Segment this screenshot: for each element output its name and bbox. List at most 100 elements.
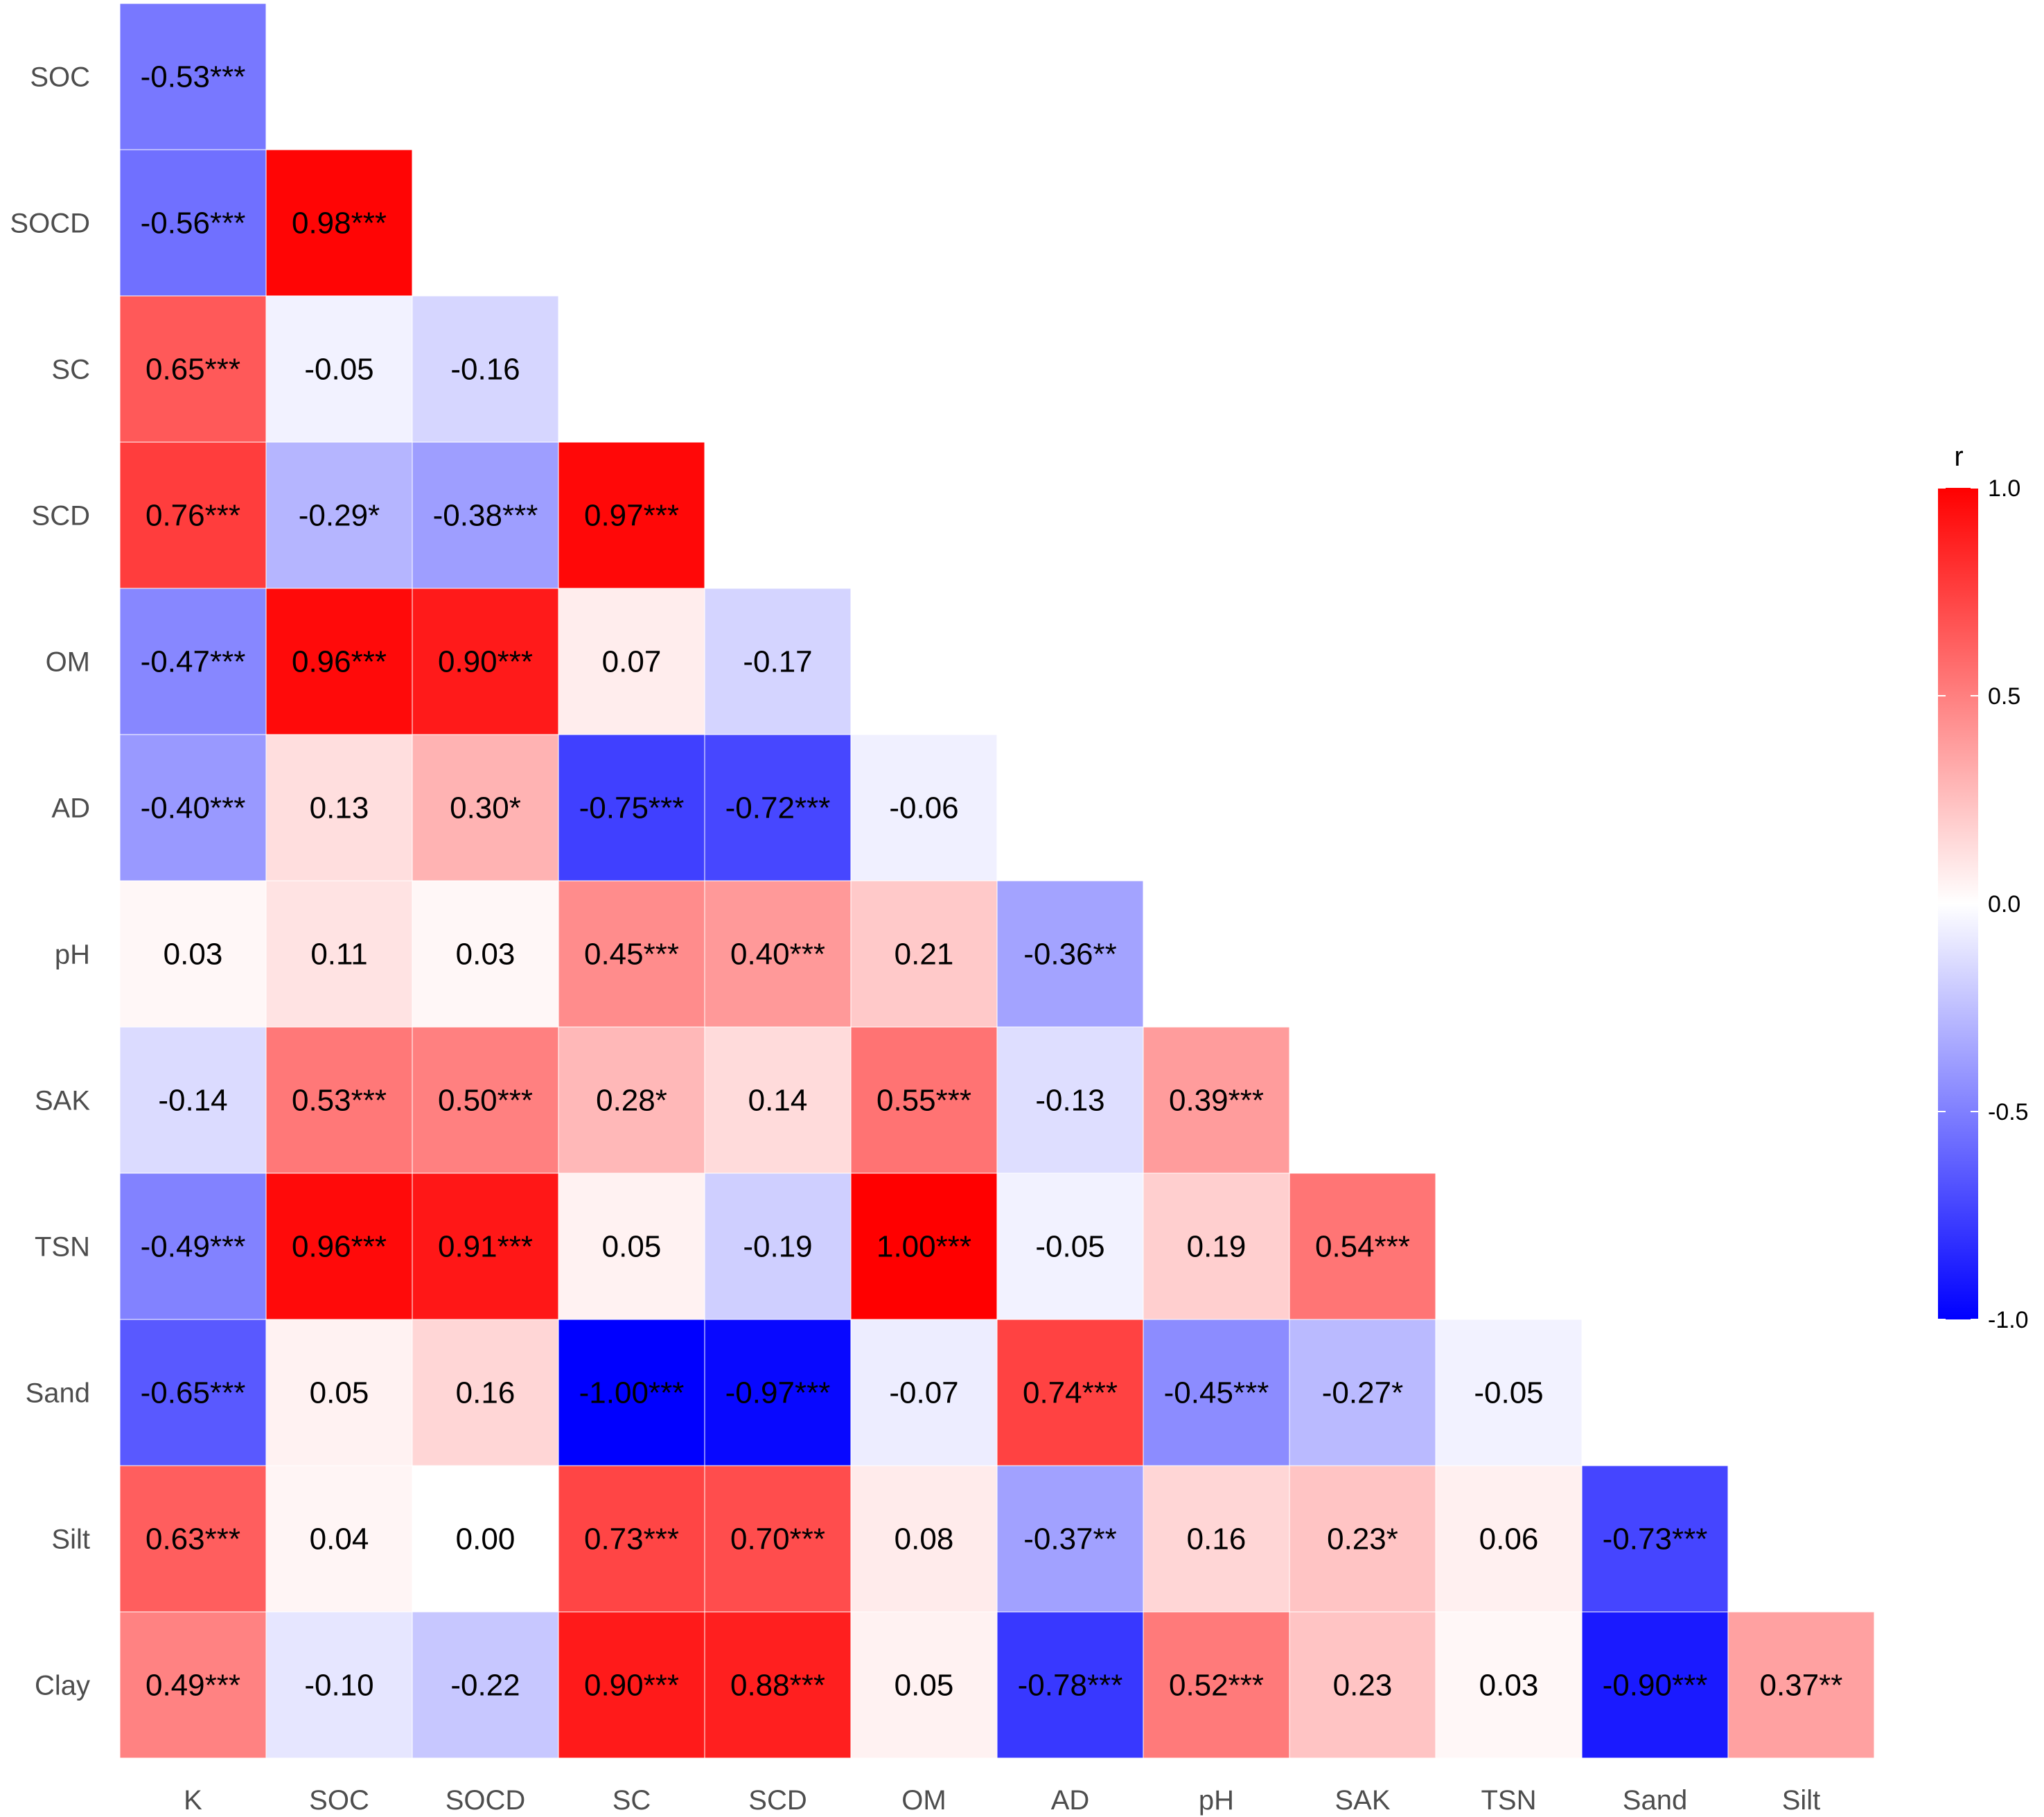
cell-value-label: -0.10	[304, 1669, 373, 1703]
heatmap-cell	[412, 1611, 559, 1759]
cell-value-label: -0.05	[304, 353, 373, 387]
heatmap-cell	[119, 149, 267, 297]
heatmap-cell	[119, 880, 267, 1028]
cell-value-label: 0.96***	[292, 1230, 387, 1264]
x-tick-label: pH	[1199, 1785, 1234, 1816]
cell-value-label: 0.74***	[1023, 1376, 1118, 1410]
heatmap-cell	[412, 295, 559, 443]
legend-tick-label: 1.0	[1988, 475, 2020, 502]
cell-value-label: 0.45***	[584, 938, 679, 972]
cell-value-label: -0.56***	[141, 207, 246, 240]
heatmap-cell	[704, 734, 852, 881]
cell-value-label: 0.03	[1479, 1669, 1539, 1703]
heatmap-cell	[1289, 1173, 1436, 1320]
heatmap-cell	[850, 1319, 998, 1466]
cell-value-label: 0.76***	[146, 499, 240, 533]
heatmap-cell	[265, 1173, 413, 1320]
heatmap-cell	[1581, 1465, 1729, 1613]
cell-value-label: 0.05	[895, 1669, 954, 1703]
heatmap-cell	[1143, 1026, 1290, 1174]
cell-value-label: 0.88***	[730, 1669, 825, 1703]
cell-value-label: 0.90***	[584, 1669, 679, 1703]
heatmap-cell	[1143, 1319, 1290, 1466]
heatmap-cell	[119, 3, 267, 150]
cell-value-label: -0.22	[450, 1669, 520, 1703]
heatmap-cell	[1289, 1319, 1436, 1466]
cell-value-label: 0.97***	[584, 499, 679, 533]
cell-value-label: 0.11	[310, 938, 367, 972]
cell-value-label: 0.30*	[450, 791, 521, 825]
cell-value-label: -0.06	[889, 791, 958, 825]
y-tick-label: Clay	[35, 1671, 90, 1701]
heatmap-cell	[1581, 1611, 1729, 1759]
cell-value-label: -0.13	[1035, 1084, 1104, 1118]
cell-value-label: -0.14	[158, 1084, 227, 1118]
heatmap-cell	[704, 1611, 852, 1759]
y-tick-label: pH	[55, 940, 90, 970]
cell-value-label: 0.04	[310, 1522, 369, 1556]
cell-value-label: -0.05	[1474, 1376, 1543, 1410]
heatmap-cell	[265, 441, 413, 589]
cell-value-label: -0.38***	[433, 499, 538, 533]
x-tick-label: SOCD	[446, 1785, 526, 1816]
cell-value-label: -0.07	[889, 1376, 958, 1410]
y-tick-label: TSN	[35, 1232, 90, 1263]
heatmap-cell	[265, 1611, 413, 1759]
cell-value-label: 0.63***	[146, 1522, 240, 1556]
heatmap-cell	[265, 734, 413, 881]
legend-tick-label: 0.0	[1988, 891, 2020, 918]
cell-value-label: -0.65***	[141, 1376, 246, 1410]
cell-value-label: 0.65***	[146, 353, 240, 387]
y-tick-label: SAK	[35, 1086, 90, 1116]
cell-value-label: 0.07	[602, 645, 662, 679]
heatmap-cell	[558, 1319, 705, 1466]
cell-value-label: -0.19	[743, 1230, 812, 1264]
y-tick-label: SC	[51, 355, 90, 385]
cell-value-label: 0.39***	[1169, 1084, 1264, 1118]
y-axis-labels: SOC SOCD SC SCD OM AD pH SAK TSN Sand Silt Clay	[10, 62, 90, 1701]
cell-value-label: -0.36**	[1023, 938, 1117, 972]
cell-value-label: 0.19	[1187, 1230, 1246, 1264]
heatmap-cell	[558, 734, 705, 881]
heatmap-cell	[1727, 1611, 1875, 1759]
heatmap-cell	[412, 1026, 559, 1174]
heatmap-cell	[1289, 1611, 1436, 1759]
cell-value-label: 1.00***	[876, 1230, 971, 1264]
heatmap-cell	[119, 1319, 267, 1466]
x-tick-label: SCD	[748, 1785, 807, 1816]
legend-tick-label: -0.5	[1988, 1099, 2029, 1125]
heatmap-cell	[119, 1611, 267, 1759]
y-tick-label: OM	[46, 647, 90, 678]
cell-value-label: 0.23	[1333, 1669, 1393, 1703]
cell-value-label: -0.27*	[1322, 1376, 1403, 1410]
y-tick-label: Silt	[51, 1525, 90, 1555]
cell-value-label: 0.23*	[1327, 1522, 1398, 1556]
heatmap-cell	[119, 1465, 267, 1613]
heatmap-cell	[558, 1465, 705, 1613]
y-tick-label: AD	[51, 793, 90, 824]
heatmap-cell	[265, 295, 413, 443]
heatmap-cell	[412, 734, 559, 881]
heatmap-cell	[850, 734, 998, 881]
cell-value-label: 0.03	[456, 938, 516, 972]
heatmap-cell	[558, 588, 705, 735]
cell-value-label: -0.53***	[141, 60, 246, 94]
heatmap-cell	[265, 1319, 413, 1466]
cell-value-label: 0.21	[895, 938, 954, 972]
cell-value-label: 0.55***	[876, 1084, 971, 1118]
cell-value-label: 0.98***	[292, 207, 387, 240]
cell-value-label: -1.00***	[579, 1376, 685, 1410]
cell-value-label: 0.13	[310, 791, 369, 825]
x-tick-label: AD	[1051, 1785, 1090, 1816]
heatmap-cell	[119, 734, 267, 881]
heatmap-cell	[265, 149, 413, 297]
heatmap-cell	[119, 1173, 267, 1320]
legend-tick-label: 0.5	[1988, 683, 2020, 710]
legend-ticks: 1.0 0.5 0.0 -0.5 -1.0	[1938, 475, 2029, 1333]
cell-value-label: 0.14	[748, 1084, 808, 1118]
x-tick-label: Silt	[1782, 1785, 1821, 1816]
heatmap-cell	[850, 880, 998, 1028]
x-tick-label: SOC	[309, 1785, 369, 1816]
heatmap-cells	[119, 3, 1875, 1759]
